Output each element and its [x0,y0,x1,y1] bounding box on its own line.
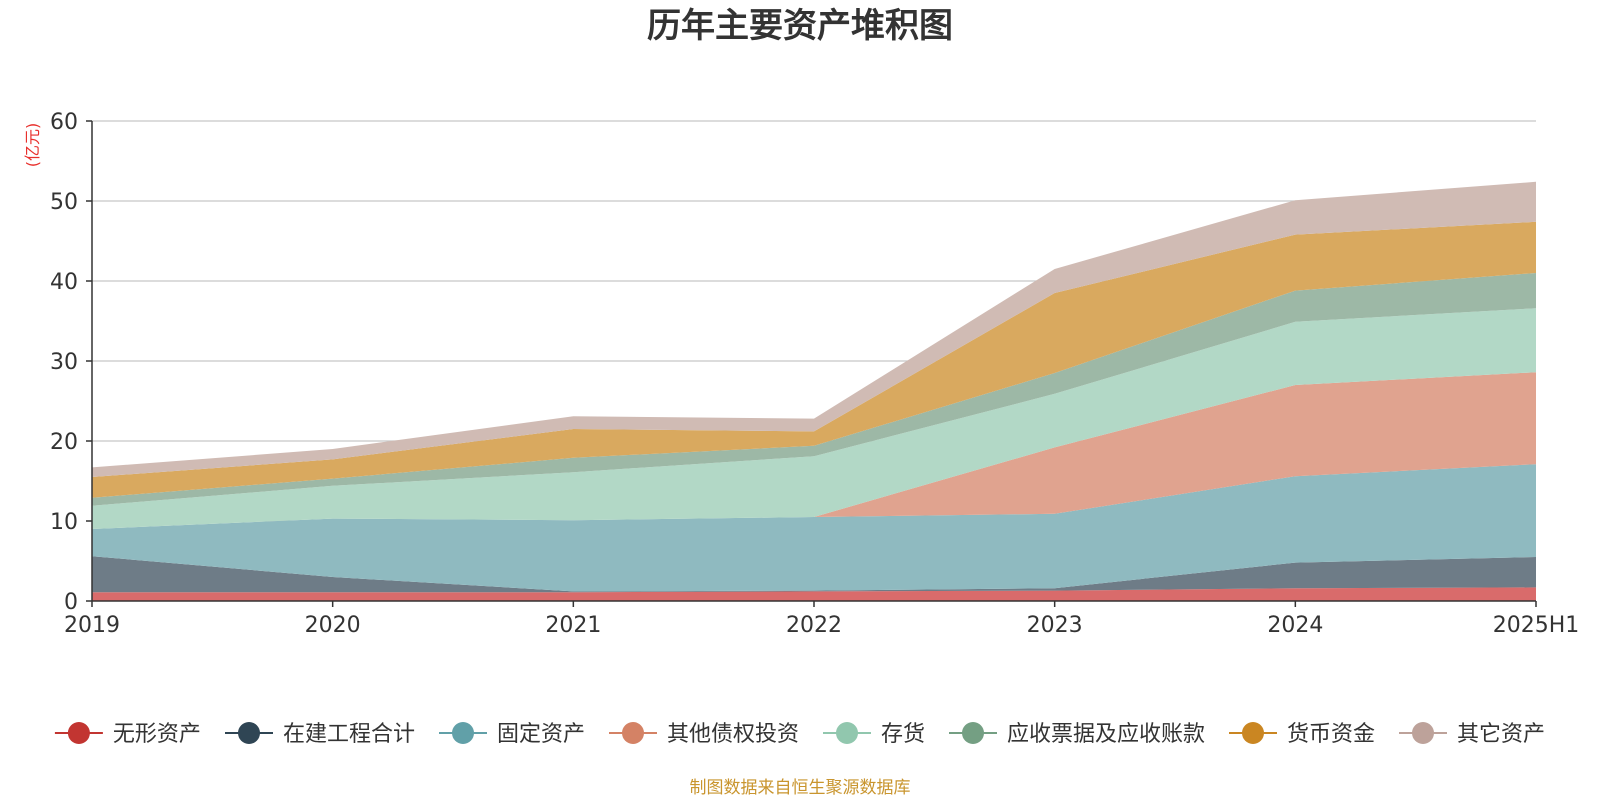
legend-item-6[interactable]: 货币资金 [1229,722,1375,747]
y-tick-label-30: 30 [50,350,78,375]
legend-label: 存货 [881,722,925,747]
x-tick-label-4: 2023 [1027,613,1083,638]
legend-item-1[interactable]: 在建工程合计 [225,722,415,747]
legend-marker-icon [1242,722,1264,744]
legend-label: 货币资金 [1287,722,1375,747]
y-tick-label-40: 40 [50,270,78,295]
legend-marker-icon [67,722,90,744]
legend: 无形资产 在建工程合计 固定资产 其他债权投资 存货 应收票据及应收账款 货币资金 其它资产 [54,722,1545,747]
area-series-2 [92,464,1536,592]
area-series-3 [92,372,1536,529]
legend-item-3[interactable]: 其他债权投资 [609,722,799,747]
x-tick-label-6: 2025H1 [1493,613,1580,638]
legend-marker-icon [452,722,474,744]
legend-item-5[interactable]: 应收票据及应收账款 [949,722,1205,747]
stacked-areas [92,181,1536,601]
x-tick-label-2: 2021 [545,613,601,638]
legend-marker-icon [238,722,260,744]
legend-label: 应收票据及应收账款 [1007,722,1205,747]
area-series-4 [92,308,1536,529]
legend-label: 在建工程合计 [283,722,415,747]
legend-marker-icon [836,722,858,744]
y-tick-label-20: 20 [50,430,78,455]
legend-marker-icon [1412,722,1434,744]
legend-item-2[interactable]: 固定资产 [439,722,585,747]
x-tick-label-5: 2024 [1267,613,1323,638]
legend-label: 其他债权投资 [667,722,799,747]
x-tick-label-3: 2022 [786,613,842,638]
y-tick-label-0: 0 [64,590,78,615]
axes: 0 10 20 30 40 50 60 2019 2020 2021 2022 2023 2024 202… [50,110,1579,638]
area-series-6 [92,221,1536,498]
y-tick-label-10: 10 [50,510,78,535]
legend-item-7[interactable]: 其它资产 [1399,722,1545,747]
area-series-7 [92,181,1536,478]
y-axis-unit-label: (亿元) [23,123,42,168]
x-tick-label-1: 2020 [305,613,361,638]
data-source-note: 制图数据来自恒生聚源数据库 [690,778,911,798]
legend-item-4[interactable]: 存货 [823,722,925,747]
y-tick-label-50: 50 [50,190,78,215]
x-tick-label-0: 2019 [64,613,120,638]
area-series-0 [92,587,1536,601]
legend-item-0[interactable]: 无形资产 [54,722,201,747]
y-tick-label-60: 60 [50,110,78,135]
area-series-5 [92,273,1536,506]
legend-label: 固定资产 [497,722,585,747]
legend-label: 无形资产 [113,722,201,747]
legend-marker-icon [962,722,984,744]
legend-marker-icon [622,722,644,744]
chart-title: 历年主要资产堆积图 [647,6,953,46]
area-series-1 [92,556,1536,593]
legend-label: 其它资产 [1457,722,1545,747]
